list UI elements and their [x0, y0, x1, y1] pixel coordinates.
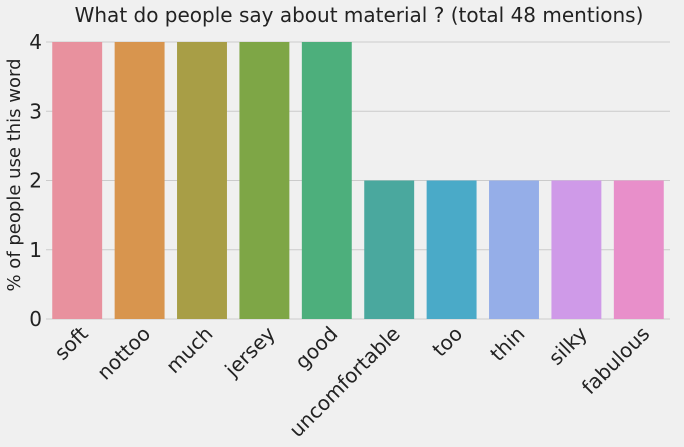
x-tick-label: good — [290, 322, 342, 374]
bars — [52, 42, 664, 319]
bar-thin — [489, 180, 539, 319]
bar-good — [301, 42, 352, 319]
bar-nottoo — [114, 42, 165, 319]
bar-uncomfortable — [364, 180, 415, 319]
y-tick-label: 1 — [29, 238, 42, 262]
y-tick-labels: 0 1 2 3 4 — [29, 30, 42, 331]
y-axis-label: % of people use this word — [4, 58, 25, 291]
bar-too — [426, 180, 477, 319]
x-tick-label: much — [161, 322, 217, 378]
x-tick-label: nottoo — [92, 322, 155, 385]
bar-much — [177, 42, 227, 319]
x-tick-label: soft — [49, 321, 92, 364]
y-tick-label: 4 — [29, 30, 42, 54]
x-tick-label: fabulous — [577, 322, 654, 399]
y-tick-label: 3 — [29, 99, 42, 123]
bar-silky — [551, 180, 602, 319]
y-tick-label: 2 — [29, 169, 42, 193]
x-tick-label: too — [427, 322, 467, 362]
chart-title: What do people say about material ? (tot… — [75, 3, 644, 27]
bar-soft — [52, 42, 103, 319]
bar-jersey — [239, 42, 290, 319]
x-tick-label: jersey — [219, 321, 280, 382]
x-tick-label: silky — [544, 321, 592, 369]
y-tick-label: 0 — [29, 307, 42, 331]
x-tick-label: uncomfortable — [284, 322, 404, 442]
x-tick-label: thin — [485, 322, 529, 366]
bar-fabulous — [613, 180, 664, 319]
